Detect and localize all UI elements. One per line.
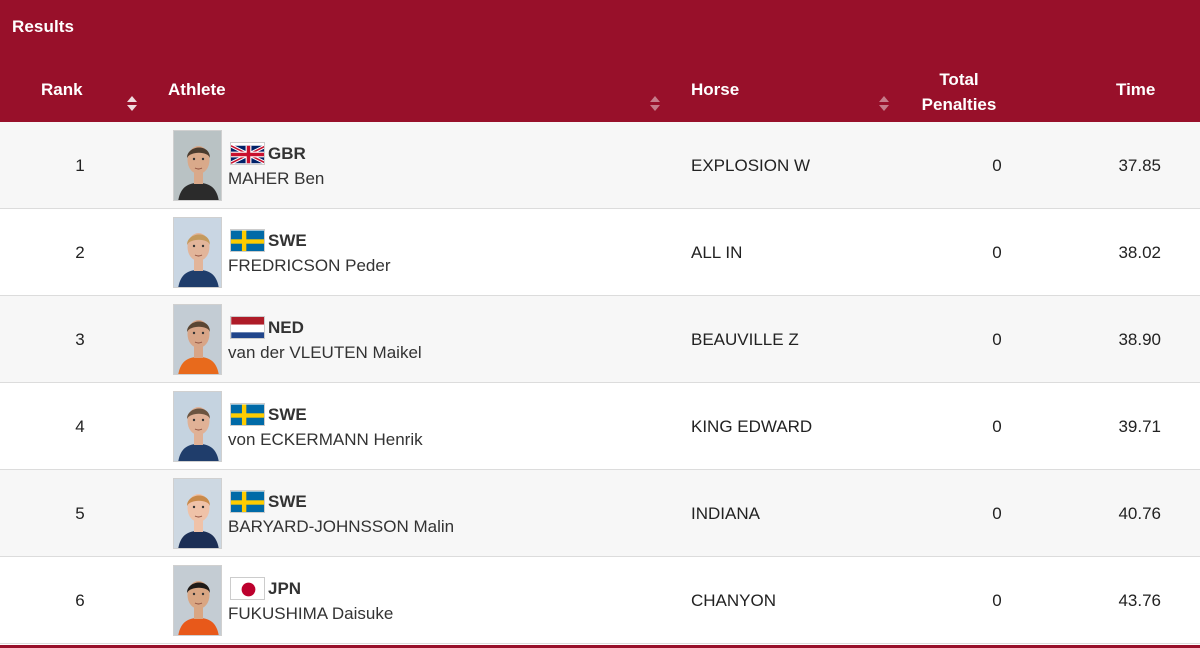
column-header-rank[interactable]: Rank — [41, 80, 83, 99]
time-cell: 40.76 — [1118, 504, 1161, 523]
time-cell: 39.71 — [1118, 417, 1161, 436]
athlete-name-link[interactable]: BARYARD-JOHNSSON Malin — [228, 517, 455, 536]
nl-flag-icon — [230, 316, 265, 339]
sort-horse-icon[interactable] — [878, 96, 890, 114]
total-penalties-cell: 0 — [992, 417, 1002, 436]
athlete-photo — [173, 391, 222, 462]
country-code: NED — [268, 318, 304, 337]
results-header: Results Rank Athlete Horse Total Penalti… — [0, 0, 1200, 122]
total-penalties-cell: 0 — [992, 591, 1002, 610]
total-penalties-cell: 0 — [992, 330, 1002, 349]
total-penalties-cell: 0 — [992, 156, 1002, 175]
se-flag-icon — [230, 490, 265, 513]
table-row[interactable]: 3 NED van der VLEUTEN Maikel BEAUVILLE Z 0 38… — [0, 296, 1200, 383]
athlete-name-link[interactable]: FREDRICSON Peder — [228, 256, 391, 275]
athlete-photo — [173, 304, 222, 375]
rank-cell: 3 — [75, 330, 85, 349]
table-row[interactable]: 2 SWE FREDRICSON Peder ALL IN 0 38.02 — [0, 209, 1200, 296]
rank-cell: 6 — [75, 591, 85, 610]
time-cell: 38.90 — [1118, 330, 1161, 349]
jp-flag-icon — [230, 577, 265, 600]
athlete-photo — [173, 478, 222, 549]
column-header-penalties-line2: Penalties — [921, 95, 997, 114]
column-header-horse[interactable]: Horse — [691, 80, 740, 99]
total-penalties-cell: 0 — [992, 243, 1002, 262]
column-header-penalties-line1: Total — [939, 70, 979, 89]
table-row[interactable]: 6 JPN FUKUSHIMA Daisuke CHANYON 0 43.76 — [0, 557, 1200, 644]
table-row[interactable]: 5 SWE BARYARD-JOHNSSON Malin INDIANA 0 40.76 — [0, 470, 1200, 557]
horse-name: INDIANA — [691, 504, 760, 523]
column-header-athlete[interactable]: Athlete — [168, 80, 226, 99]
horse-name: CHANYON — [691, 591, 777, 610]
rank-cell: 1 — [75, 156, 85, 175]
gb-flag-icon — [230, 142, 265, 165]
se-flag-icon — [230, 403, 265, 426]
horse-name: BEAUVILLE Z — [691, 330, 799, 349]
table-row[interactable]: 4 SWE von ECKERMANN Henrik KING EDWARD 0 39.7… — [0, 383, 1200, 470]
time-cell: 37.85 — [1118, 156, 1161, 175]
sort-athlete-icon[interactable] — [649, 96, 661, 114]
athlete-photo — [173, 565, 222, 636]
rank-cell: 2 — [75, 243, 85, 262]
rank-cell: 4 — [75, 417, 85, 436]
athlete-name-link[interactable]: MAHER Ben — [228, 169, 325, 188]
country-code: GBR — [268, 144, 306, 163]
country-code: SWE — [268, 492, 307, 511]
se-flag-icon — [230, 229, 265, 252]
athlete-name-link[interactable]: FUKUSHIMA Daisuke — [228, 604, 394, 623]
column-header-time[interactable]: Time — [1116, 80, 1156, 99]
total-penalties-cell: 0 — [992, 504, 1002, 523]
athlete-name-link[interactable]: von ECKERMANN Henrik — [228, 430, 423, 449]
time-cell: 43.76 — [1118, 591, 1161, 610]
country-code: SWE — [268, 231, 307, 250]
horse-name: EXPLOSION W — [691, 156, 811, 175]
country-code: JPN — [268, 579, 302, 598]
sort-rank-icon[interactable] — [126, 96, 138, 114]
table-row[interactable]: 1 GBR MAHER Ben EXPLOSION W 0 37.85 — [0, 122, 1200, 209]
athlete-photo — [173, 217, 222, 288]
rank-cell: 5 — [75, 504, 85, 523]
horse-name: ALL IN — [691, 243, 743, 262]
page-title: Results — [12, 17, 75, 36]
country-code: SWE — [268, 405, 307, 424]
column-header-total-penalties[interactable]: Total Penalties — [900, 67, 1018, 117]
athlete-photo — [173, 130, 222, 201]
athlete-name-link[interactable]: van der VLEUTEN Maikel — [228, 343, 422, 362]
table-bottom-border — [0, 645, 1200, 648]
horse-name: KING EDWARD — [691, 417, 813, 436]
time-cell: 38.02 — [1118, 243, 1161, 262]
